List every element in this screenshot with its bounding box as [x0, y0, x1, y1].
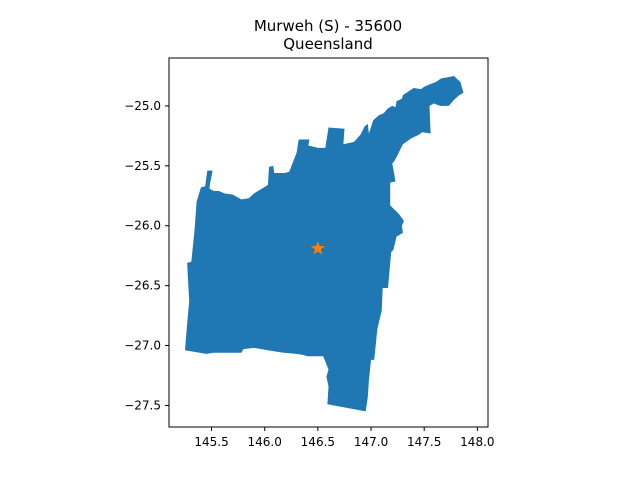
x-tick-label: 146.5 [301, 435, 335, 449]
y-tick-label: −26.5 [124, 279, 161, 293]
y-tick-label: −26.0 [124, 219, 161, 233]
y-tick-label: −27.5 [124, 398, 161, 412]
chart-subtitle: Queensland [283, 35, 372, 53]
centroid-star-marker [310, 240, 325, 255]
y-axis-ticks: −25.0 −25.5 −26.0 −26.5 −27.0 −27.5 [124, 99, 169, 412]
x-tick-label: 146.0 [248, 435, 282, 449]
x-tick-label: 147.0 [354, 435, 388, 449]
chart-title: Murweh (S) - 35600 [254, 17, 402, 35]
murweh-region-polygon [185, 76, 464, 412]
plot-area-frame [168, 57, 489, 428]
x-tick-label: 148.0 [460, 435, 494, 449]
x-tick-label: 145.5 [194, 435, 228, 449]
y-tick-label: −25.0 [124, 99, 161, 113]
x-axis-ticks: 145.5 146.0 146.5 147.0 147.5 148.0 [194, 427, 495, 449]
y-tick-label: −25.5 [124, 159, 161, 173]
x-tick-label: 147.5 [407, 435, 441, 449]
y-tick-label: −27.0 [124, 339, 161, 353]
